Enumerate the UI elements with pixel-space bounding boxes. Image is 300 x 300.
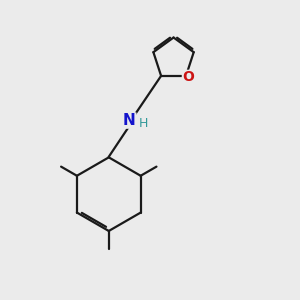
Text: H: H [139,117,148,130]
Text: O: O [182,70,194,84]
Text: N: N [123,113,136,128]
